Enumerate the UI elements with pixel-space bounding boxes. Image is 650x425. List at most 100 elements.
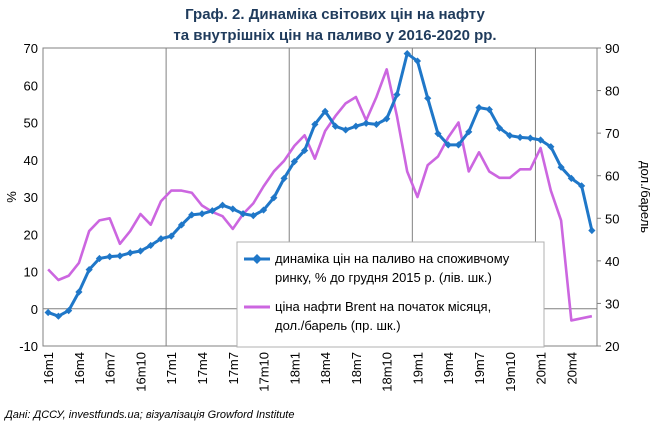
fuel-price-point [177,221,186,229]
legend: динаміка цін на паливо на споживчому рин… [236,241,545,348]
x-tick-label: 17m4 [195,352,210,385]
fuel-price-point [362,119,370,127]
left-axis-ticks: -10 0 10 20 30 40 50 60 70 [19,41,38,354]
x-tick-label: 20m4 [564,352,579,385]
left-tick-label: 50 [24,116,38,131]
right-tick-label: 70 [605,126,619,141]
legend-box [236,241,545,348]
right-tick-label: 80 [605,84,619,99]
fuel-price-point [259,206,268,214]
left-tick-label: 40 [24,153,38,168]
fuel-price-point [157,235,165,243]
brent-price-line [47,67,593,322]
fuel-price-point [208,207,216,215]
fuel-price-point [383,115,391,123]
right-tick-label: 90 [605,41,619,56]
fuel-price-point [424,94,432,102]
chart-title-line-2: та внутрішніх цін на паливо у 2016-2020 … [173,27,496,44]
fuel-price-point [106,253,114,261]
left-tick-label: 70 [24,41,38,56]
chart-title-line-1: Граф. 2. Динаміка світових цін на нафту [185,6,485,23]
left-tick-label: 60 [24,78,38,93]
right-axis-ticks: 20 30 40 50 60 70 80 90 [597,41,619,354]
x-tick-label: 18m1 [287,352,302,385]
fuel-price-point [249,212,257,220]
fuel-price-point [352,122,360,130]
fuel-price-point [454,141,463,149]
fuel-price-point [567,174,575,182]
fuel-price-point [536,136,545,144]
fuel-price-point [557,163,565,171]
fuel-price-point [311,120,319,128]
left-tick-label: 0 [31,302,38,317]
right-tick-label: 40 [605,254,619,269]
left-tick-label: -10 [19,339,38,354]
x-tick-label: 19m1 [410,352,425,385]
left-tick-label: 10 [24,265,38,280]
x-tick-label: 17m1 [164,352,179,385]
legend-label-fuel-line-2: ринку, % до грудня 2015 р. (лів. шк.) [275,270,492,285]
fuel-price-point [506,131,514,140]
fuel-price-point [136,247,145,255]
right-tick-label: 60 [605,169,619,184]
fuel-price-point [44,308,52,317]
x-tick-label: 19m10 [503,352,518,392]
x-tick-label: 16m4 [72,352,87,385]
fuel-price-point [578,182,586,190]
x-tick-label: 16m7 [103,352,118,385]
x-tick-label: 18m4 [318,352,333,385]
left-tick-label: 30 [24,190,38,205]
x-tick-label: 18m7 [349,352,364,385]
fuel-price-point [167,232,175,240]
fuel-price-point [588,226,596,235]
fuel-price-point [372,120,381,128]
fuel-price-point [198,210,206,218]
left-tick-label: 20 [24,227,38,242]
right-tick-label: 50 [605,211,619,226]
fuel-price-point [444,141,452,149]
legend-label-fuel-line-1: динаміка цін на паливо на споживчому [275,251,510,266]
right-tick-label: 20 [605,339,619,354]
legend-swatch-fuel-marker [252,254,262,264]
right-tick-label: 30 [605,296,619,311]
series-fuel-price-index [44,49,596,320]
source-note: Дані: ДССУ, investfunds.ua; візуалізація… [3,409,294,421]
fuel-price-point [331,122,339,130]
x-tick-label: 16m1 [41,352,56,385]
fuel-price-point [342,126,350,134]
fuel-price-point [218,201,227,209]
left-axis-title: % [4,191,19,203]
fuel-price-point [85,266,93,274]
fuel-price-point [116,252,124,260]
fuel-price-point [270,194,278,202]
right-axis-title: дол./барель [638,161,650,233]
x-tick-label: 20m1 [534,352,549,385]
fuel-price-point [280,174,288,182]
fuel-price-point [321,107,329,115]
fuel-price-point [434,130,442,138]
x-tick-label: 18m10 [380,352,395,392]
fuel-price-point [547,143,555,151]
fuel-price-point [126,249,134,257]
x-tick-label: 17m7 [226,352,241,385]
x-tick-label: 16m10 [133,352,148,392]
legend-label-brent-line-1: ціна нафти Brent на початок місяця, [275,299,491,314]
fuel-price-point [485,105,493,114]
fuel-price-point [188,211,196,219]
fuel-price-point [475,104,483,112]
fuel-price-point [290,158,298,166]
x-tick-label: 19m7 [472,352,487,385]
fuel-price-point [393,90,401,99]
x-axis-ticks: 16m1 16m4 16m7 16m10 17m1 17m4 17m7 17m10 18m1 18… [41,352,579,392]
fuel-price-point [465,128,473,136]
fuel-price-point [301,146,309,155]
x-tick-label: 19m4 [441,352,456,385]
x-tick-label: 17m10 [257,352,272,392]
legend-label-brent-line-2: дол./барель (пр. шк.) [275,318,401,333]
fuel-price-point [75,288,83,296]
fuel-price-point [516,133,524,141]
series-brent-oil-price [47,67,593,322]
fuel-price-point [495,124,504,132]
fuel-price-point [229,205,237,213]
